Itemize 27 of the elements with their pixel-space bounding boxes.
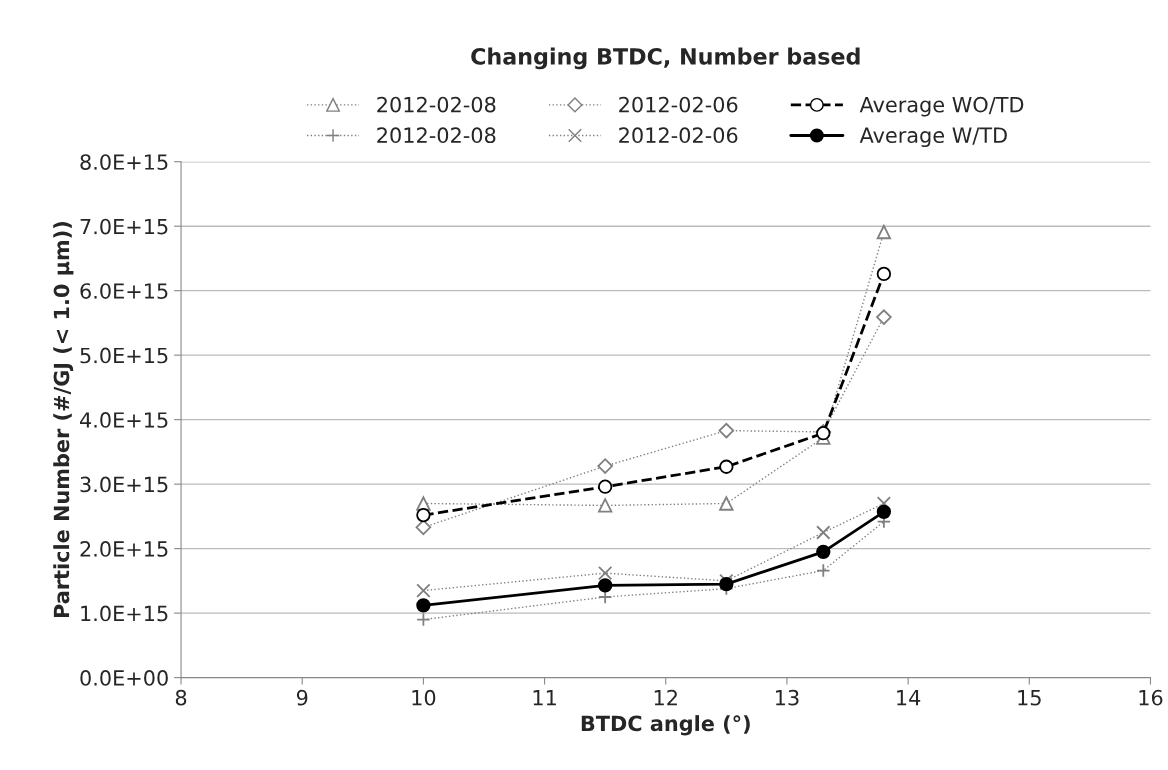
y-axis-title: Particle Number (#/GJ (< 1.0 µm)) (53, 222, 74, 618)
x-tick-label: 12 (654, 689, 677, 706)
x-tick-label: 9 (296, 689, 308, 706)
y-tick-label: 8.0E+15 (80, 154, 168, 170)
y-tick-label: 0.0E+00 (80, 670, 168, 686)
x-tick-label: 8 (175, 689, 187, 706)
legend-label: Average WO/TD (859, 96, 1024, 117)
y-tick-label: 1.0E+15 (81, 605, 168, 622)
y-tick-label: 6.0E+15 (80, 283, 168, 299)
x-tick-label: 14 (897, 690, 921, 706)
x-tick-label: 16 (1139, 689, 1163, 706)
chart-title: Changing BTDC, Number based (471, 47, 860, 70)
y-tick-label: 3.0E+15 (80, 476, 168, 493)
legend-label: 2012-02-08 (377, 96, 496, 113)
y-tick-label: 7.0E+15 (80, 218, 168, 235)
legend-label: Average W/TD (859, 127, 1007, 148)
legend-label: 2012-02-08 (377, 127, 496, 144)
x-axis-title: BTDC angle (°) (581, 715, 750, 736)
y-tick-label: 4.0E+15 (79, 412, 168, 428)
y-tick-label: 2.0E+15 (80, 541, 168, 557)
legend-label: 2012-02-06 (619, 127, 738, 144)
x-tick-label: 11 (533, 690, 556, 706)
x-tick-label: 15 (1018, 690, 1041, 706)
legend-label: 2012-02-06 (619, 96, 738, 113)
x-tick-label: 10 (412, 689, 436, 706)
y-tick-label: 5.0E+15 (80, 347, 168, 364)
x-tick-label: 13 (775, 689, 799, 706)
